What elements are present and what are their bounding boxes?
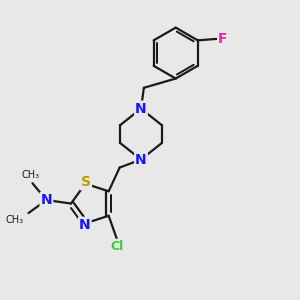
Text: Cl: Cl bbox=[111, 240, 124, 253]
Text: CH₃: CH₃ bbox=[5, 215, 23, 225]
Text: S: S bbox=[81, 175, 91, 189]
Text: N: N bbox=[135, 152, 147, 167]
Text: F: F bbox=[218, 32, 228, 46]
Text: N: N bbox=[79, 218, 91, 232]
Text: N: N bbox=[135, 102, 147, 116]
Text: CH₃: CH₃ bbox=[21, 170, 39, 180]
Text: N: N bbox=[40, 193, 52, 207]
